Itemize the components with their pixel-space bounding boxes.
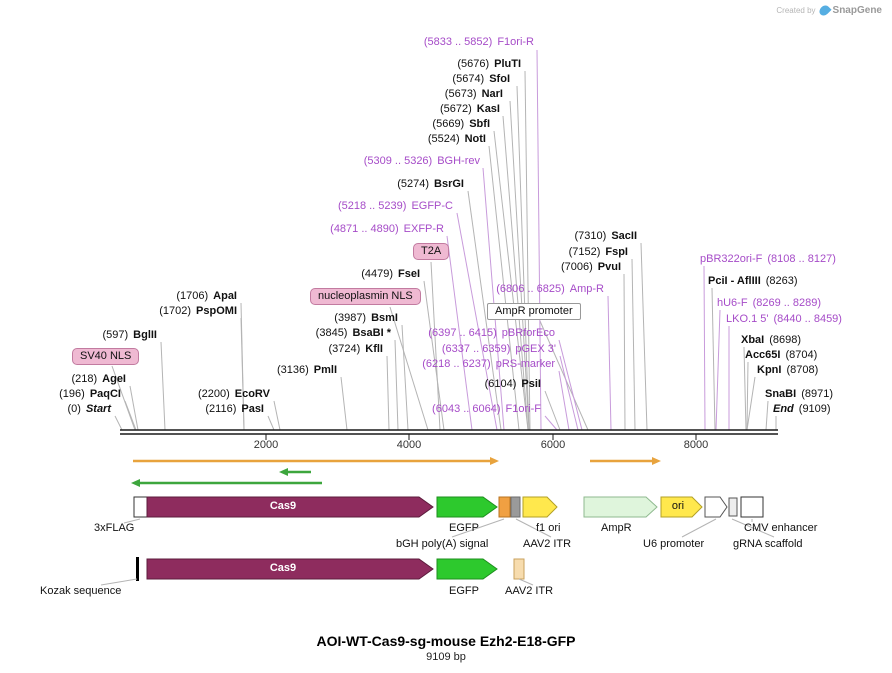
callout-bglii[interactable]: (597) BglII (102, 329, 157, 341)
t2a-tag[interactable]: T2A (413, 243, 450, 260)
callout-bsrgi[interactable]: (5274) BsrGI (397, 178, 464, 190)
callout-start[interactable]: (0) Start (67, 403, 111, 415)
callout-pgex-3[interactable]: (6337 .. 6359) pGEX 3' (441, 343, 556, 355)
axis-tick-2000: 2000 (253, 439, 279, 451)
enzyme-callout-lines (111, 70, 777, 431)
cas9-label: Cas9 (269, 500, 297, 512)
callout-egfp-c[interactable]: (5218 .. 5239) EGFP-C (337, 200, 453, 212)
egfp-arrow[interactable] (436, 496, 498, 518)
ampr-arrow[interactable] (583, 496, 658, 518)
feature-label-connectors (100, 518, 775, 586)
callout-sbfi[interactable]: (5669) SbfI (432, 118, 490, 130)
axis-tick-6000: 6000 (540, 439, 566, 451)
bgh-polya-box[interactable] (498, 496, 511, 518)
callout-prs-marker[interactable]: (6218 .. 6237) pRS-marker (422, 358, 555, 370)
callout-bgh-rev[interactable]: (5309 .. 5326) BGH-rev (363, 155, 480, 167)
u6-promoter-label[interactable]: U6 promoter (643, 538, 705, 550)
cas9-label-row2: Cas9 (269, 562, 297, 574)
callout-pbr322ori-f[interactable]: pBR322ori-F (8108 .. 8127) (700, 253, 836, 265)
sv40-nls-tag[interactable]: SV40 NLS (72, 348, 140, 365)
callout-sfoi[interactable]: (5674) SfoI (452, 73, 510, 85)
egfp-label-row2[interactable]: EGFP (449, 585, 479, 597)
callout-kpni[interactable]: KpnI (8708) (757, 364, 819, 376)
callout-acc65i[interactable]: Acc65I (8704) (745, 349, 818, 361)
callout-f1ori-r[interactable]: (5833 .. 5852) F1ori-R (423, 36, 534, 48)
callout-snabi[interactable]: SnaBI (8971) (765, 388, 833, 400)
callout-bsabi[interactable]: (3845) BsaBI * (315, 327, 391, 339)
flag-box[interactable] (133, 496, 148, 518)
callout-f1ori-f[interactable]: (6043 .. 6064) F1ori-F (432, 403, 541, 415)
axis-tick-8000: 8000 (683, 439, 709, 451)
callout-pbrforeco[interactable]: (6397 .. 6415) pBRforEco (428, 327, 555, 339)
ampr-label[interactable]: AmpR (601, 522, 632, 534)
callout-pmli[interactable]: (3136) PmlI (276, 364, 337, 376)
orf-arrowhead-left-2 (131, 479, 140, 487)
ori-label: ori (671, 500, 685, 512)
callout-paqci[interactable]: (196) PaqCI (59, 388, 121, 400)
watermark: Created by SnapGene (776, 3, 882, 18)
callout-agei[interactable]: (218) AgeI (71, 373, 126, 385)
callout-noti[interactable]: (5524) NotI (427, 133, 486, 145)
callout-nari[interactable]: (5673) NarI (444, 88, 503, 100)
orf-arrowhead-right-2 (652, 457, 661, 465)
ori-arrow[interactable] (660, 496, 703, 518)
map-title: AOI-WT-Cas9-sg-mouse Ezh2-E18-GFP (316, 633, 576, 649)
ampr-promoter-tag[interactable]: AmpR promoter (487, 303, 581, 320)
primer-callout-lines (446, 49, 730, 431)
callout-end[interactable]: End (9109) (773, 403, 831, 415)
callout-pspomi[interactable]: (1702) PspOMI (159, 305, 237, 317)
callout-pasi[interactable]: (2116) PasI (205, 403, 264, 415)
callout-amp-r[interactable]: (6806 .. 6825) Amp-R (496, 283, 604, 295)
orf-arrowhead-left-1 (279, 468, 288, 476)
callout-fsei[interactable]: (4479) FseI (361, 268, 420, 280)
sequence-axis (120, 429, 778, 440)
watermark-created-by: Created by (776, 6, 816, 15)
callout-psii[interactable]: (6104) PsiI (484, 378, 541, 390)
callout-fspi[interactable]: (7152) FspI (568, 246, 628, 258)
callout-pcii-afliii[interactable]: PciI - AflIII (8263) (708, 275, 798, 287)
f1-ori-arrow[interactable] (522, 496, 558, 518)
nucleoplasmin-nls-tag[interactable]: nucleoplasmin NLS (310, 288, 421, 305)
callout-lko1-5[interactable]: LKO.1 5' (8440 .. 8459) (726, 313, 842, 325)
callout-pluti[interactable]: (5676) PluTI (457, 58, 521, 70)
feature-shapes-row1 (133, 496, 764, 518)
cmv-enhancer-box[interactable] (740, 496, 764, 518)
callout-apai[interactable]: (1706) ApaI (176, 290, 237, 302)
cas9-arrow[interactable] (146, 496, 434, 518)
callout-bsmi[interactable]: (3987) BsmI (334, 312, 398, 324)
orf-arrows (131, 457, 661, 487)
orf-arrowhead-right-1 (490, 457, 499, 465)
u6-promoter-arrow[interactable] (704, 496, 728, 518)
grna-scaffold-label[interactable]: gRNA scaffold (733, 538, 803, 550)
aav2-itr-label-row2[interactable]: AAV2 ITR (505, 585, 554, 597)
kozak-bar[interactable] (136, 557, 139, 581)
snapgene-logo-icon (816, 3, 832, 18)
axis-tick-4000: 4000 (396, 439, 422, 451)
feature-shapes-row2 (136, 557, 525, 581)
aav2-itr-box[interactable] (510, 496, 521, 518)
aav2-itr-label[interactable]: AAV2 ITR (523, 538, 572, 550)
flag-label[interactable]: 3xFLAG (94, 522, 135, 534)
callout-hu6-f[interactable]: hU6-F (8269 .. 8289) (717, 297, 822, 309)
callout-ecorv[interactable]: (2200) EcoRV (197, 388, 270, 400)
f1-ori-label[interactable]: f1 ori (536, 522, 561, 534)
aav2-itr-box-row2[interactable] (513, 558, 525, 580)
grna-scaffold-box[interactable] (728, 497, 738, 517)
egfp-label[interactable]: EGFP (449, 522, 479, 534)
callout-sacii[interactable]: (7310) SacII (574, 230, 637, 242)
cmv-enhancer-label[interactable]: CMV enhancer (744, 522, 818, 534)
kozak-label[interactable]: Kozak sequence (40, 585, 122, 597)
egfp-arrow-row2[interactable] (436, 558, 498, 580)
callout-xbai[interactable]: XbaI (8698) (741, 334, 802, 346)
bgh-polya-label[interactable]: bGH poly(A) signal (396, 538, 489, 550)
callout-kasi[interactable]: (5672) KasI (439, 103, 500, 115)
callout-pvui[interactable]: (7006) PvuI (560, 261, 621, 273)
map-length: 9109 bp (426, 651, 466, 663)
callout-exfp-r[interactable]: (4871 .. 4890) EXFP-R (330, 223, 444, 235)
cas9-arrow-row2[interactable] (146, 558, 434, 580)
watermark-brand: SnapGene (832, 5, 882, 16)
callout-kfli[interactable]: (3724) KflI (328, 343, 383, 355)
